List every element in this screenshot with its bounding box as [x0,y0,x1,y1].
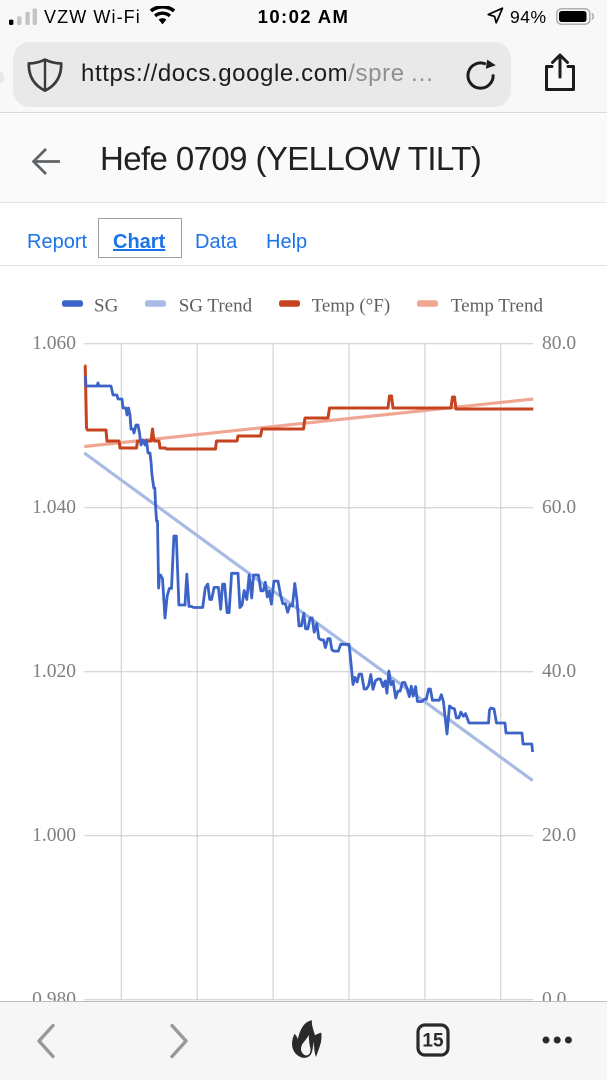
svg-text:80.0: 80.0 [542,333,576,354]
svg-text:SG: SG [94,296,119,317]
svg-text:0.980: 0.980 [32,989,76,1001]
svg-text:0.0: 0.0 [542,989,566,1001]
svg-text:Temp Trend: Temp Trend [451,296,544,317]
svg-text:1.060: 1.060 [32,333,76,354]
svg-text:40.0: 40.0 [542,661,576,682]
svg-text:SG Trend: SG Trend [179,296,253,317]
svg-text:Temp (°F): Temp (°F) [312,296,391,317]
svg-text:15: 15 [422,1031,444,1052]
svg-text:20.0: 20.0 [542,825,576,846]
svg-text:1.040: 1.040 [32,497,76,518]
svg-text:1.000: 1.000 [32,825,76,846]
svg-text:60.0: 60.0 [542,497,576,518]
svg-text:1.020: 1.020 [32,661,76,682]
